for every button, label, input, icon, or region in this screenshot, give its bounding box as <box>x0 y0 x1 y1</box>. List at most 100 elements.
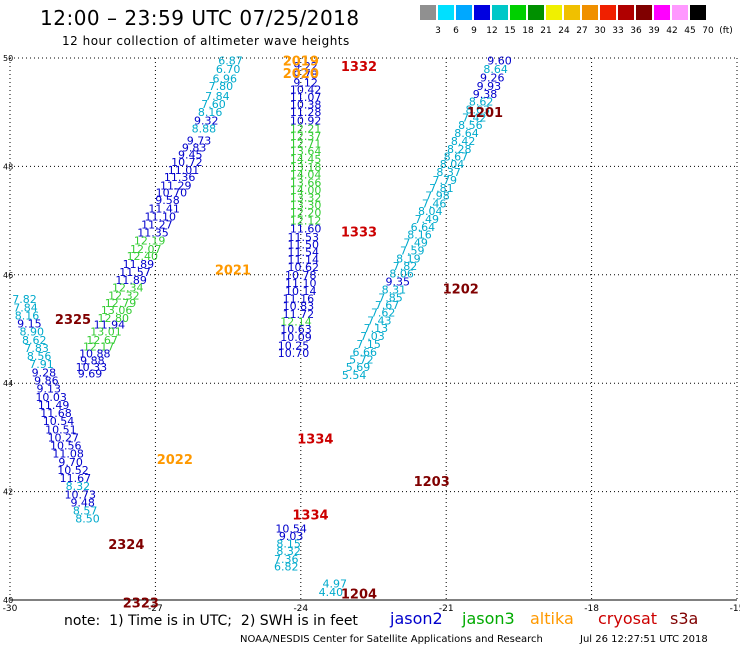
swh-data-label: 11.10 <box>285 277 317 290</box>
pass-number-label: 1201 <box>467 106 503 121</box>
swh-data-label: 8.04 <box>440 158 465 171</box>
y-tick-label: 40 <box>3 596 13 605</box>
swh-data-label: 7.79 <box>432 174 457 187</box>
swh-data-label: 8.64 <box>454 127 479 140</box>
swh-data-label: 7.49 <box>403 236 428 249</box>
swh-data-label: 9.86 <box>34 374 59 387</box>
scale-swatch <box>690 5 706 20</box>
legend-item-jason3: jason3 <box>462 609 515 628</box>
legend-item-jason2: jason2 <box>390 609 443 628</box>
swh-data-label: 10.72 <box>171 156 203 169</box>
swh-data-label: 12.17 <box>83 340 115 353</box>
swh-data-label: 10.63 <box>280 323 312 336</box>
swh-data-label: 8.31 <box>382 283 407 296</box>
scale-swatch <box>456 5 472 20</box>
x-tick-label: -15 <box>730 604 740 614</box>
swh-data-label: 8.56 <box>458 119 483 132</box>
y-tick-label: 42 <box>3 488 13 497</box>
scale-swatch <box>672 5 688 20</box>
swh-data-label: 8.57 <box>73 505 98 518</box>
swh-data-label: 6.82 <box>274 560 299 573</box>
swh-data-label: 13.30 <box>290 199 322 212</box>
swh-data-label: 8.15 <box>276 538 301 551</box>
scale-swatch <box>654 5 670 20</box>
footer-timestamp: Jul 26 12:27:51 UTC 2018 <box>580 634 708 645</box>
scale-swatch <box>528 5 544 20</box>
swh-data-label: 9.69 <box>78 367 103 380</box>
swh-data-label: 11.08 <box>52 448 84 461</box>
swh-data-label: 9.48 <box>70 496 95 509</box>
pass-number-label: 1202 <box>443 282 479 297</box>
swh-data-label: 10.70 <box>156 186 188 199</box>
swh-data-label: 11.41 <box>148 203 180 216</box>
legend-item-altika: altika <box>530 609 574 628</box>
swh-data-label: 11.54 <box>287 246 319 259</box>
swh-data-label: 11.28 <box>290 106 322 119</box>
swh-data-label: 10.09 <box>280 331 312 344</box>
scale-label: 39 <box>648 26 660 36</box>
scale-label: 70 <box>702 26 714 36</box>
swh-data-label: 11.07 <box>290 91 322 104</box>
swh-data-label: 10.14 <box>285 285 317 298</box>
swh-data-label: 11.35 <box>137 227 169 240</box>
swh-data-label: 7.84 <box>205 90 230 103</box>
swh-data-label: 12.79 <box>105 297 137 310</box>
pass-number-label: 2325 <box>55 313 91 328</box>
swh-data-label: 8.50 <box>75 513 100 526</box>
swh-data-label: 10.83 <box>283 300 315 313</box>
swh-data-label: 7.60 <box>201 98 226 111</box>
pass-number-label: 2019 <box>283 55 319 70</box>
swh-data-label: 8.16 <box>15 309 40 322</box>
scale-swatch <box>618 5 634 20</box>
swh-data-label: 8.32 <box>66 480 91 493</box>
scale-label: 3 <box>435 26 441 36</box>
swh-data-label: 11.01 <box>168 164 200 177</box>
swh-data-label: 9.70 <box>58 456 83 469</box>
swh-data-label: 7.46 <box>422 197 447 210</box>
swh-data-label: 5.54 <box>342 369 367 382</box>
swh-data-label: 9.22 <box>293 60 318 73</box>
scale-label: 15 <box>504 26 516 36</box>
scale-swatch <box>564 5 580 20</box>
pass-number-label: 2022 <box>157 453 193 468</box>
swh-data-label: 4.97 <box>322 578 347 591</box>
swh-data-label: 8.88 <box>192 122 217 135</box>
swh-data-label: 6.70 <box>216 63 241 76</box>
swh-data-label: 9.13 <box>37 383 62 396</box>
swh-data-label: 10.70 <box>278 347 310 360</box>
x-tick-label: -18 <box>584 604 599 614</box>
swh-data-label: 14.04 <box>290 169 322 182</box>
scale-label: 42 <box>666 26 678 36</box>
swh-data-label: 9.58 <box>155 194 180 207</box>
swh-data-label: 6.64 <box>411 221 436 234</box>
swh-data-label: 9.15 <box>17 318 42 331</box>
swh-data-label: 11.89 <box>123 258 155 271</box>
y-tick-label: 50 <box>3 54 13 63</box>
x-tick-label: -21 <box>439 604 454 614</box>
swh-data-label: 7.80 <box>209 80 234 93</box>
swh-data-label: 8.32 <box>276 545 301 558</box>
swh-data-label: 12.07 <box>130 243 162 256</box>
pass-number-label: 2021 <box>215 263 251 278</box>
page-title: 12:00 – 23:59 UTC 07/25/2018 <box>40 6 360 30</box>
scale-label: 36 <box>630 26 642 36</box>
swh-data-label: 11.68 <box>40 407 72 420</box>
swh-data-label: 12.40 <box>127 250 159 263</box>
scale-swatch <box>600 5 616 20</box>
swh-data-label: 8.63 <box>465 103 490 116</box>
swh-data-label: 7.84 <box>13 301 38 314</box>
swh-data-label: 12.12 <box>290 215 322 228</box>
swh-data-label: 8.19 <box>396 253 421 266</box>
swh-data-label: 9.12 <box>293 76 318 89</box>
footnote: note: 1) Time is in UTC; 2) SWH is in fe… <box>64 613 358 629</box>
swh-data-label: 13.06 <box>101 304 133 317</box>
scale-swatch <box>636 5 652 20</box>
swh-data-label: 11.10 <box>144 210 176 223</box>
swh-data-label: 11.53 <box>287 231 319 244</box>
swh-data-label: 9.45 <box>178 148 203 161</box>
swh-data-label: 8.04 <box>418 205 443 218</box>
swh-data-label: 11.16 <box>283 293 315 306</box>
swh-data-label: 7.62 <box>371 307 396 320</box>
swh-data-label: 10.38 <box>290 99 322 112</box>
swh-data-label: 10.88 <box>79 347 111 360</box>
